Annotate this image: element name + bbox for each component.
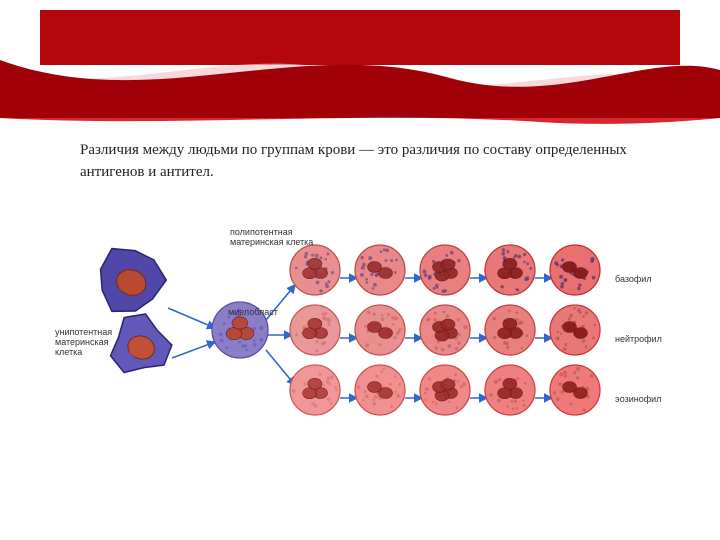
header-wave [0,0,720,130]
cell [290,305,340,355]
label-unipotent: унипотентнаяматеринскаяклетка [55,327,112,357]
cell [420,365,470,415]
label-neutrophil: нейтрофил [615,334,662,344]
cell [420,245,470,295]
cell [290,365,340,415]
cell [550,245,600,295]
cell [290,245,340,295]
cell [550,365,600,415]
description-block: Различия между людьми по группам крови —… [80,140,640,184]
hematopoiesis-diagram: унипотентнаяматеринскаяклетка полипотентн… [50,230,670,430]
cell [355,245,405,295]
label-basophil: базофил [615,274,652,284]
cell [355,305,405,355]
cell [485,245,535,295]
cell [110,314,171,373]
arrow [168,308,215,328]
arrow [172,342,215,358]
label-eosinophil: эозинофил [615,394,661,404]
cell [420,305,470,355]
cell [355,365,405,415]
cell [550,305,600,355]
cell [485,365,535,415]
label-polypotent: полипотентнаяматеринская клетка [230,230,313,247]
cell [485,305,535,355]
cell [101,249,167,312]
diagram-svg: унипотентнаяматеринскаяклетка полипотентн… [50,230,670,430]
arrow [266,350,295,385]
label-myeloblast: миелобласт [228,307,278,317]
description-text: Различия между людьми по группам крови —… [80,140,640,184]
